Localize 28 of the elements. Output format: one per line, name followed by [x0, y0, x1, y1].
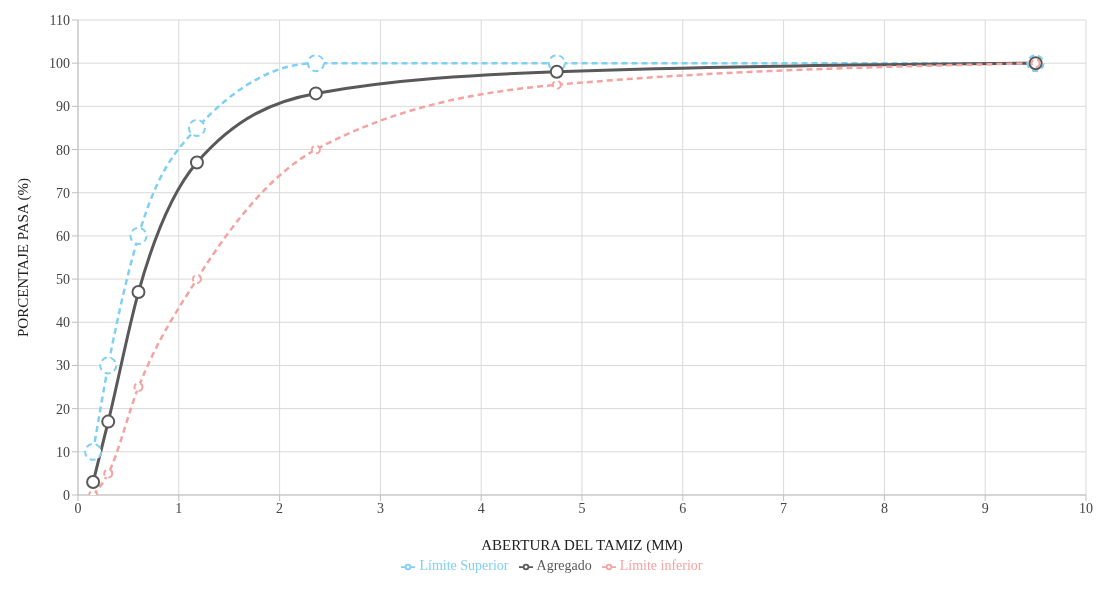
- x-tick-label: 5: [578, 500, 586, 516]
- y-tick-label: 70: [56, 185, 70, 201]
- y-tick-label: 40: [56, 315, 70, 331]
- y-tick-label: 100: [49, 56, 70, 72]
- x-tick-label: 6: [679, 500, 687, 516]
- y-tick-label: 110: [49, 12, 70, 28]
- y-tick-label: 20: [56, 401, 70, 417]
- legend-label: Límite Superior: [419, 558, 509, 573]
- x-axis-title: ABERTURA DEL TAMIZ (MM): [481, 537, 683, 554]
- y-tick-label: 90: [56, 99, 70, 115]
- y-tick-label: 10: [56, 444, 70, 460]
- y-tick-label: 30: [56, 358, 70, 374]
- y-tick-label: 80: [56, 142, 70, 158]
- x-tick-label: 1: [175, 500, 183, 516]
- x-tick-label: 2: [276, 500, 284, 516]
- x-tick-label: 0: [74, 500, 82, 516]
- legend-label: Límite inferior: [619, 558, 703, 573]
- x-tick-label: 10: [1079, 500, 1093, 516]
- x-tick-label: 7: [780, 500, 788, 516]
- y-tick-label: 60: [56, 228, 70, 244]
- x-tick-label: 8: [880, 500, 888, 516]
- legend-label: Agregado: [536, 558, 592, 573]
- y-tick-label: 50: [56, 272, 70, 288]
- y-axis-title: PORCENTAJE PASA (%): [15, 177, 33, 338]
- y-tick-label: 0: [63, 487, 70, 503]
- x-tick-label: 3: [376, 500, 384, 516]
- x-tick-label: 9: [981, 500, 989, 516]
- x-tick-label: 4: [477, 500, 485, 516]
